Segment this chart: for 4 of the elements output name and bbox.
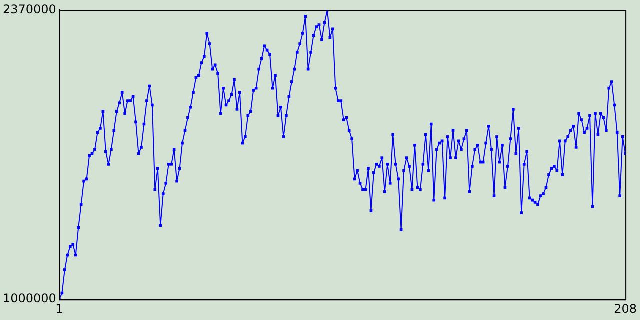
y-tick-label: 2370000: [2, 2, 56, 16]
y-tick-label: 1000000: [2, 292, 56, 306]
x-tick-label: 208: [614, 302, 637, 316]
x-tick-label: 1: [56, 302, 64, 316]
